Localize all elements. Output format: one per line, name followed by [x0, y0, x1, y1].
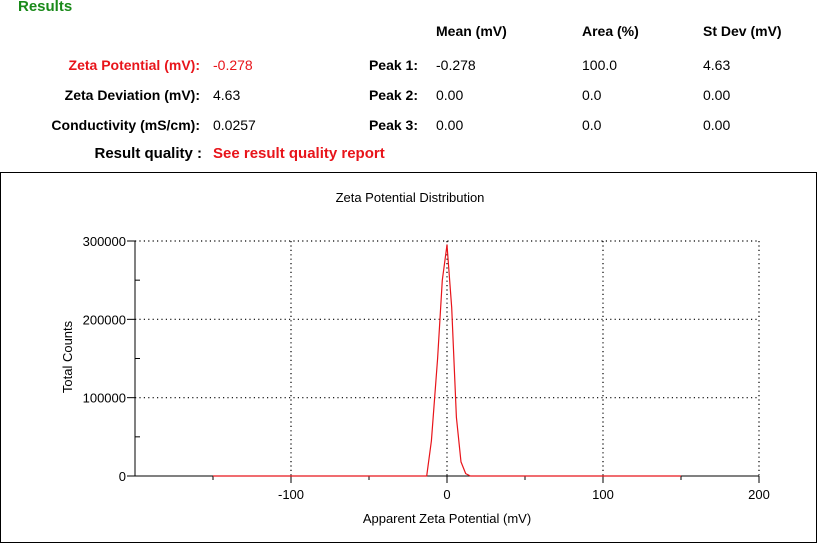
result-quality-label: Result quality :	[94, 145, 202, 162]
conductivity-label: Conductivity (mS/cm):	[51, 117, 200, 133]
x-tick-label: 100	[592, 487, 614, 502]
peak-1-label: Peak 1:	[368, 57, 418, 73]
area-header: Area (%)	[582, 23, 639, 39]
chart-title: Zeta Potential Distribution	[336, 190, 485, 205]
results-title: Results	[18, 0, 73, 15]
y-tick-label: 300000	[83, 234, 126, 249]
peak-2-label: Peak 2:	[368, 87, 418, 103]
peak-3-label: Peak 3:	[368, 117, 418, 133]
chart-frame: Zeta Potential Distribution Apparent Zet…	[0, 172, 817, 543]
peak-2-mean: 0.00	[436, 87, 464, 103]
zeta-distribution-chart: Zeta Potential Distribution Apparent Zet…	[60, 190, 770, 526]
peak-3-mean: 0.00	[436, 117, 464, 133]
x-tick-label: 0	[443, 487, 450, 502]
peak-1-area: 100.0	[582, 57, 618, 73]
peak-3-stdev: 0.00	[703, 117, 731, 133]
peak-1-mean: -0.278	[436, 57, 476, 73]
zeta-potential-value: -0.278	[213, 57, 253, 73]
distribution-line	[213, 244, 681, 477]
y-axis-label: Total Counts	[60, 320, 75, 393]
peak-3-area: 0.0	[582, 117, 602, 133]
y-tick-label: 0	[119, 469, 126, 484]
x-axis-label: Apparent Zeta Potential (mV)	[363, 511, 531, 526]
zeta-deviation-label: Zeta Deviation (mV):	[64, 87, 200, 103]
y-tick-label: 200000	[83, 312, 126, 327]
x-tick-label: 200	[748, 487, 770, 502]
x-tick-label: -100	[278, 487, 304, 502]
peak-2-stdev: 0.00	[703, 87, 731, 103]
stdev-header: St Dev (mV)	[703, 23, 782, 39]
result-quality-link[interactable]: See result quality report	[213, 145, 385, 162]
zeta-deviation-value: 4.63	[213, 87, 241, 103]
peak-1-stdev: 4.63	[703, 57, 731, 73]
mean-header: Mean (mV)	[436, 23, 507, 39]
peak-2-area: 0.0	[582, 87, 602, 103]
conductivity-value: 0.0257	[213, 117, 256, 133]
y-tick-label: 100000	[83, 391, 126, 406]
zeta-potential-label: Zeta Potential (mV):	[68, 57, 200, 73]
